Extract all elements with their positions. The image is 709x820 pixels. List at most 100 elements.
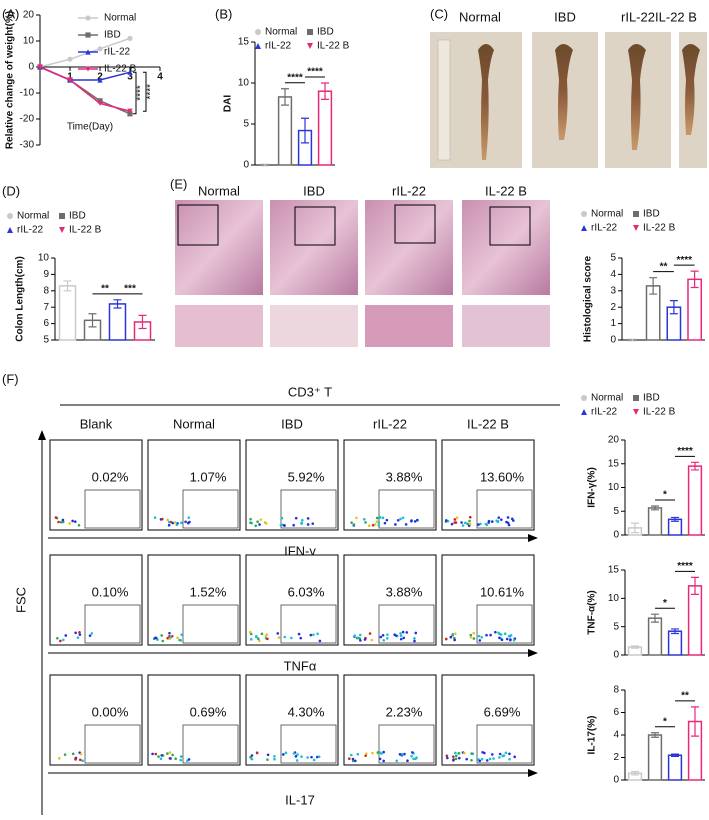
sig-label: *** (124, 283, 136, 294)
arrow-head (528, 769, 538, 777)
event-dot (63, 753, 67, 756)
legend-marker (581, 225, 587, 231)
event-dot (347, 757, 351, 760)
gate (280, 489, 337, 529)
y-tick-label: 8 (613, 685, 619, 696)
event-dot (354, 759, 357, 763)
sig-label: ** (660, 261, 668, 272)
flow-plot (343, 439, 437, 531)
event-dot (276, 632, 280, 635)
y-tick-label: 4 (613, 730, 619, 741)
colon (555, 44, 573, 140)
event-dot (294, 516, 298, 520)
gate-percent: 6.03% (288, 584, 325, 599)
event-dot (490, 520, 494, 523)
histology-label: IL-22 B (485, 183, 527, 198)
error-bar (651, 613, 659, 623)
y-tick-label: 20 (23, 10, 35, 21)
x-tick-label: 3 (127, 72, 133, 83)
event-dot (395, 759, 399, 763)
event-dot (504, 751, 508, 755)
event-dot (454, 757, 458, 761)
sig-bracket (133, 71, 137, 115)
event-dot (59, 520, 63, 524)
series-line (39, 66, 131, 112)
legend-label: Normal (591, 209, 623, 220)
legend-marker (581, 395, 587, 401)
flow-plot (245, 554, 339, 646)
event-dot (273, 755, 276, 758)
event-dot (71, 752, 75, 756)
event-dot (468, 519, 471, 523)
point (127, 35, 133, 42)
flow-plot (441, 674, 535, 766)
y-tick-label: 10 (238, 78, 250, 89)
event-dot (78, 758, 82, 762)
sig-label: **** (146, 84, 157, 100)
error-bar (649, 277, 658, 295)
error-bar (88, 313, 97, 328)
event-dot (280, 516, 284, 520)
error-bar (691, 576, 699, 595)
gate (378, 724, 435, 764)
event-dot (457, 756, 461, 760)
flow-plot (343, 554, 437, 646)
error-bar (691, 461, 699, 471)
event-dot (292, 523, 295, 527)
bar (58, 285, 77, 341)
event-dot (249, 755, 252, 759)
event-dot (175, 523, 179, 527)
error-bar (671, 753, 679, 757)
event-dot (184, 520, 187, 524)
gate-percent: 6.69% (484, 704, 521, 719)
event-dot (401, 630, 405, 634)
event-dot (368, 632, 372, 635)
panel-label: (D) (2, 183, 20, 198)
bar (667, 754, 683, 781)
sig-label: ** (681, 691, 689, 702)
event-dot (377, 524, 381, 527)
histology-zoom (365, 305, 453, 347)
histology-zoom (175, 305, 263, 347)
event-dot (166, 518, 169, 522)
legend-marker (7, 227, 13, 233)
event-dot (168, 751, 172, 754)
event-dot (399, 634, 403, 638)
event-dot (295, 759, 299, 762)
event-dot (297, 632, 301, 636)
event-dot (400, 752, 404, 756)
event-dot (452, 758, 455, 761)
sig-label: **** (677, 446, 693, 457)
flow-axis-label: FSC (13, 587, 28, 613)
event-dot (157, 755, 160, 758)
error-bar (671, 628, 679, 635)
event-dot (402, 636, 406, 640)
gate-percent: 3.88% (386, 584, 423, 599)
y-tick-label: 15 (238, 37, 250, 48)
event-dot (78, 633, 82, 636)
event-dot (255, 635, 258, 638)
gate-percent: 13.60% (480, 469, 525, 484)
event-dot (453, 638, 456, 642)
y-axis-label: DAI (223, 95, 234, 112)
histology-image (365, 200, 453, 295)
column-label: Blank (80, 416, 113, 431)
arrow-head (38, 430, 46, 440)
error-bar (281, 88, 289, 106)
legend-label: IBD (69, 211, 86, 222)
event-dot (457, 751, 461, 755)
legend-marker (85, 32, 91, 38)
sig-label: **** (307, 67, 323, 78)
bar (687, 278, 703, 341)
event-dot (415, 756, 418, 759)
event-dot (364, 521, 367, 524)
event-dot (250, 754, 254, 757)
event-dot (406, 759, 409, 763)
event-dot (454, 751, 457, 755)
row-marker: TNFα (284, 658, 317, 673)
event-dot (478, 759, 482, 763)
panel-label: (F) (2, 371, 19, 386)
event-dot (478, 639, 482, 642)
event-dot (186, 521, 190, 525)
